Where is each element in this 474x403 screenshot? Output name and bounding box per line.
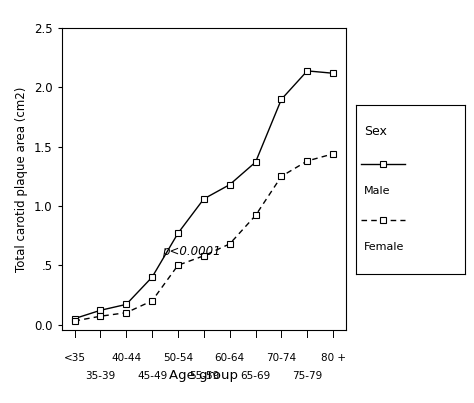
Y-axis label: Total carotid plaque area (cm2): Total carotid plaque area (cm2) bbox=[16, 87, 28, 272]
Text: 80 +: 80 + bbox=[320, 353, 346, 363]
Text: 65-69: 65-69 bbox=[240, 371, 271, 381]
Text: p<0.0001: p<0.0001 bbox=[162, 245, 220, 258]
Text: 70-74: 70-74 bbox=[266, 353, 296, 363]
X-axis label: Age group: Age group bbox=[169, 369, 238, 382]
Text: 60-64: 60-64 bbox=[215, 353, 245, 363]
Text: 50-54: 50-54 bbox=[163, 353, 193, 363]
Text: <35: <35 bbox=[64, 353, 85, 363]
Text: 75-79: 75-79 bbox=[292, 371, 322, 381]
Text: 55-59: 55-59 bbox=[189, 371, 219, 381]
Text: 45-49: 45-49 bbox=[137, 371, 167, 381]
Text: Sex: Sex bbox=[364, 125, 387, 138]
Text: Female: Female bbox=[364, 242, 405, 252]
Text: 40-44: 40-44 bbox=[111, 353, 141, 363]
Text: Male: Male bbox=[364, 186, 391, 196]
Text: 35-39: 35-39 bbox=[85, 371, 116, 381]
